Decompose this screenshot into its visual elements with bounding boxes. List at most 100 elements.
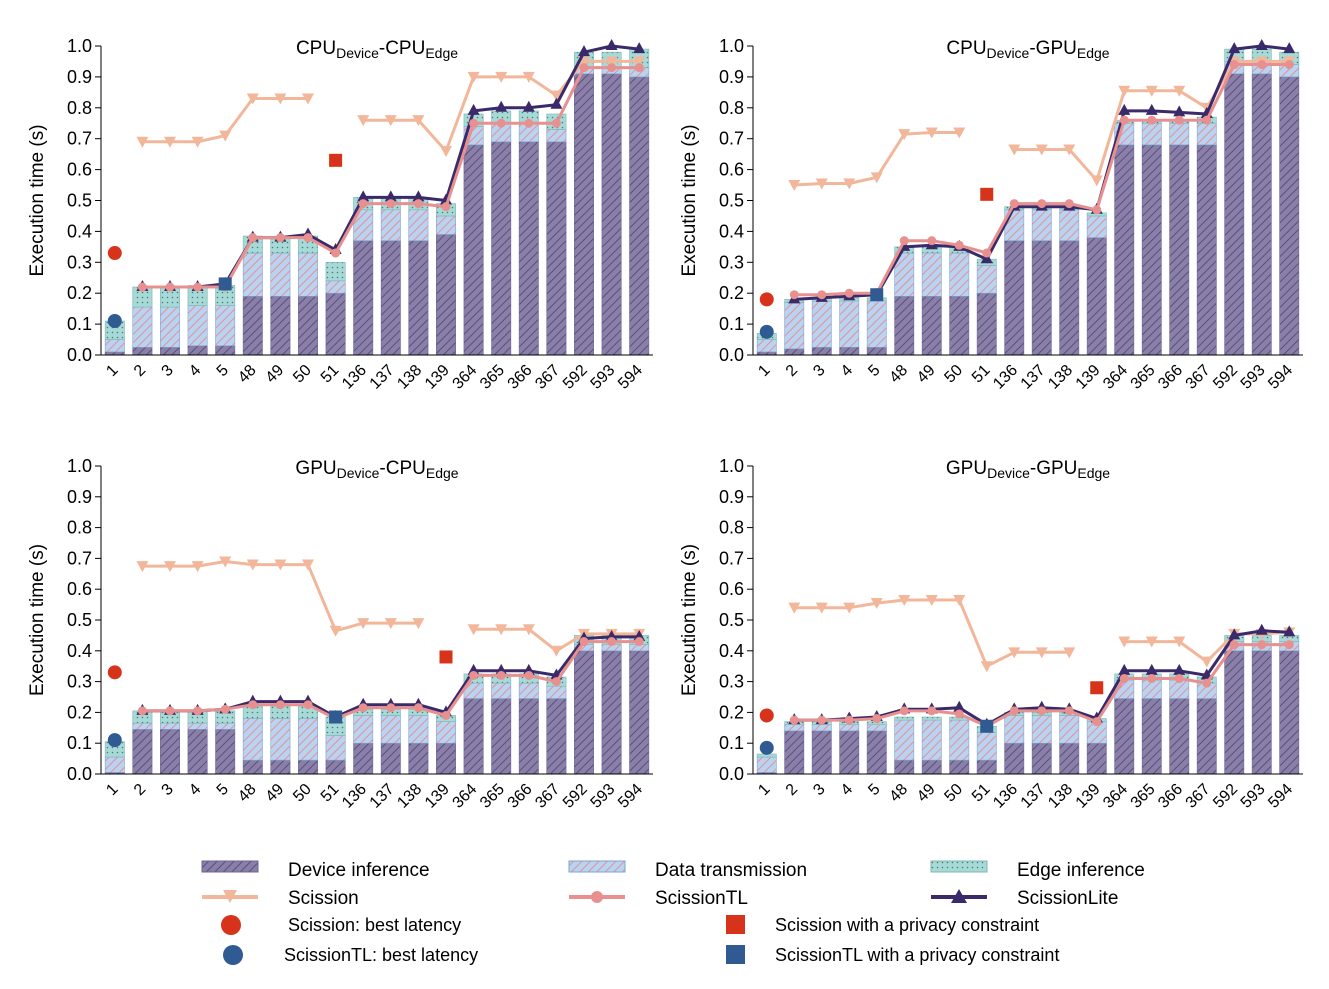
y-tick-label: 0.3 (67, 252, 92, 272)
bar-device-inference (187, 729, 208, 775)
x-tick-label: 594 (1265, 781, 1296, 812)
series-point-scissiontl (137, 706, 147, 716)
series-point-scission (870, 598, 883, 610)
marker-scissiontl-best (107, 733, 122, 748)
bar-device-inference (1114, 698, 1135, 775)
panel-title: CPUDevice-CPUEdge (296, 38, 458, 61)
y-tick-label: 1.0 (67, 36, 92, 56)
x-tick-label: 592 (1210, 781, 1241, 812)
x-tick-label: 364 (1100, 362, 1131, 393)
series-point-scissiontl (789, 715, 799, 725)
x-tick-label: 366 (1155, 781, 1186, 812)
series-point-scissionlite (495, 663, 508, 675)
bar-device-inference (1004, 240, 1025, 356)
marker-scission-best (107, 665, 122, 680)
series-point-scissiontl (441, 202, 451, 212)
bar-data-transmission (949, 719, 970, 761)
series-point-scissionlite (522, 100, 535, 112)
y-tick-label: 0.0 (67, 764, 92, 784)
bar-device-inference (491, 698, 512, 775)
x-tick-label: 50 (290, 362, 315, 387)
series-point-scission (495, 71, 508, 83)
legend-item-device-inference: Device inference (201, 860, 430, 881)
bar-edge-inference (921, 716, 942, 721)
series-point-scission (219, 556, 232, 568)
x-tick-label: 51 (318, 362, 343, 387)
marker-scission-privacy (329, 153, 343, 167)
legend-label-scissionlite: ScissionLite (1017, 888, 1118, 909)
legend-item-scission: Scission (202, 888, 359, 909)
bar-device-inference (629, 650, 650, 775)
bar-data-transmission (187, 722, 208, 730)
series-point-scissiontl (899, 706, 909, 716)
series-point-scission (1145, 636, 1158, 648)
legend-label-scissiontl-privacy: ScissionTL with a privacy constraint (775, 945, 1059, 965)
bar-device-inference (1196, 698, 1217, 775)
series-point-scissionlite (578, 45, 590, 57)
y-axis-label: Execution time (s) (679, 544, 700, 696)
bar-device-inference (601, 650, 622, 775)
x-tick-label: 593 (1238, 781, 1269, 812)
y-tick-label: 0.9 (67, 67, 92, 87)
bar-device-inference (187, 345, 208, 356)
series-point-scissiontl (817, 290, 827, 300)
panel-title: CPUDevice-GPUEdge (946, 38, 1109, 61)
series-point-scissiontl (1147, 115, 1157, 125)
series-point-scission (1173, 85, 1186, 97)
x-tick-label: 366 (505, 362, 536, 393)
series-point-scission (1035, 144, 1048, 156)
x-tick-label: 367 (1183, 781, 1214, 812)
bar-data-transmission (756, 339, 777, 353)
y-tick-label: 0.9 (719, 67, 744, 87)
series-point-scissiontl (551, 677, 561, 687)
bar-data-transmission (1031, 715, 1052, 744)
marker-scissiontl-best (759, 740, 774, 755)
series-point-scissiontl (496, 670, 506, 680)
series-point-scission (870, 172, 883, 184)
bar-device-inference (976, 292, 997, 356)
legend-label-scissiontl-best: ScissionTL: best latency (284, 945, 478, 965)
bar-device-inference (132, 346, 153, 356)
bar-device-inference (353, 742, 374, 775)
series-point-scission (164, 561, 176, 573)
series-point-scission (953, 594, 966, 606)
marker-scissiontl-privacy (329, 710, 343, 724)
series-point-scission (467, 71, 480, 83)
series-point-scission (898, 129, 911, 141)
series-point-scission (329, 625, 342, 637)
series-point-scissionlite (1255, 623, 1268, 635)
x-tick-label: 364 (1100, 781, 1131, 812)
series-point-scission (633, 56, 646, 68)
y-tick-label: 0.5 (719, 610, 744, 630)
series-point-scissiontl (303, 233, 313, 243)
series-point-scission (1063, 144, 1076, 156)
x-tick-label: 139 (1073, 781, 1104, 812)
y-tick-label: 0.0 (719, 345, 744, 365)
bar-data-transmission (325, 735, 346, 761)
marker-scission-privacy (980, 187, 994, 201)
bar-device-inference (160, 729, 180, 775)
bar-device-inference (298, 295, 318, 356)
series-point-scission (953, 127, 966, 139)
x-tick-label: 48 (235, 781, 260, 806)
series-point-scission (1200, 656, 1213, 668)
series-point-scission (1090, 175, 1103, 187)
x-tick-label: 138 (1045, 781, 1076, 812)
y-tick-label: 0.0 (719, 764, 744, 784)
series-point-scissionlite (1283, 42, 1296, 54)
legend-marker-scissiontl-privacy (726, 945, 745, 964)
bar-device-inference (215, 345, 236, 356)
legend-label-scissiontl: ScissionTL (655, 888, 748, 909)
series-point-scissionlite (953, 700, 966, 712)
series-point-scissiontl (220, 704, 230, 714)
y-tick-label: 1.0 (719, 36, 744, 56)
bar-device-inference (325, 759, 346, 775)
series-point-scission (788, 602, 801, 614)
series-point-scission (788, 180, 801, 192)
bar-device-inference (1169, 144, 1190, 356)
x-tick-label: 1 (755, 362, 773, 380)
bar-data-transmission (866, 724, 887, 732)
bar-data-transmission (1169, 122, 1190, 146)
y-tick-label: 0.6 (67, 579, 92, 599)
series-point-scission (550, 90, 563, 102)
